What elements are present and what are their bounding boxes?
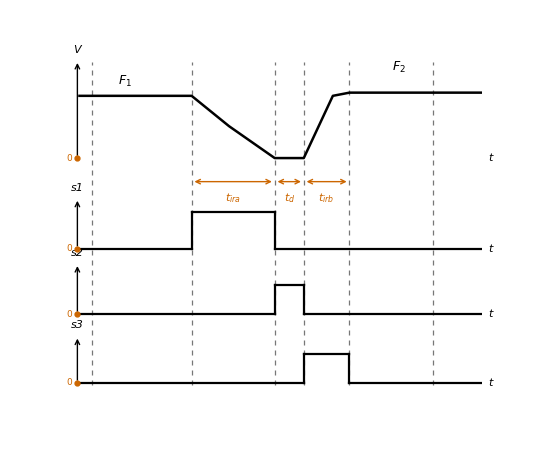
Text: $t_{irb}$: $t_{irb}$ <box>318 191 335 204</box>
Text: $F_1$: $F_1$ <box>118 74 132 89</box>
Text: t: t <box>489 244 493 254</box>
Text: $t_d$: $t_d$ <box>284 191 295 204</box>
Text: t: t <box>489 378 493 388</box>
Text: s3: s3 <box>71 320 84 330</box>
Text: 0: 0 <box>66 309 72 318</box>
Text: t: t <box>489 153 493 163</box>
Text: s1: s1 <box>71 183 84 193</box>
Text: 0: 0 <box>66 378 72 388</box>
Text: V: V <box>73 45 81 55</box>
Text: 0: 0 <box>66 244 72 253</box>
Text: $F_2$: $F_2$ <box>392 59 406 75</box>
Text: $t_{ira}$: $t_{ira}$ <box>225 191 241 204</box>
Text: 0: 0 <box>66 154 72 162</box>
Text: t: t <box>489 309 493 319</box>
Text: s2: s2 <box>71 248 84 258</box>
